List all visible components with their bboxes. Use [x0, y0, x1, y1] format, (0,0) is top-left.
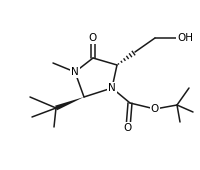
Text: O: O: [88, 33, 97, 43]
Text: O: O: [123, 123, 131, 133]
Text: N: N: [108, 83, 115, 93]
Text: OH: OH: [176, 33, 192, 43]
Text: N: N: [71, 67, 78, 77]
Text: O: O: [150, 104, 158, 114]
Polygon shape: [55, 97, 84, 110]
